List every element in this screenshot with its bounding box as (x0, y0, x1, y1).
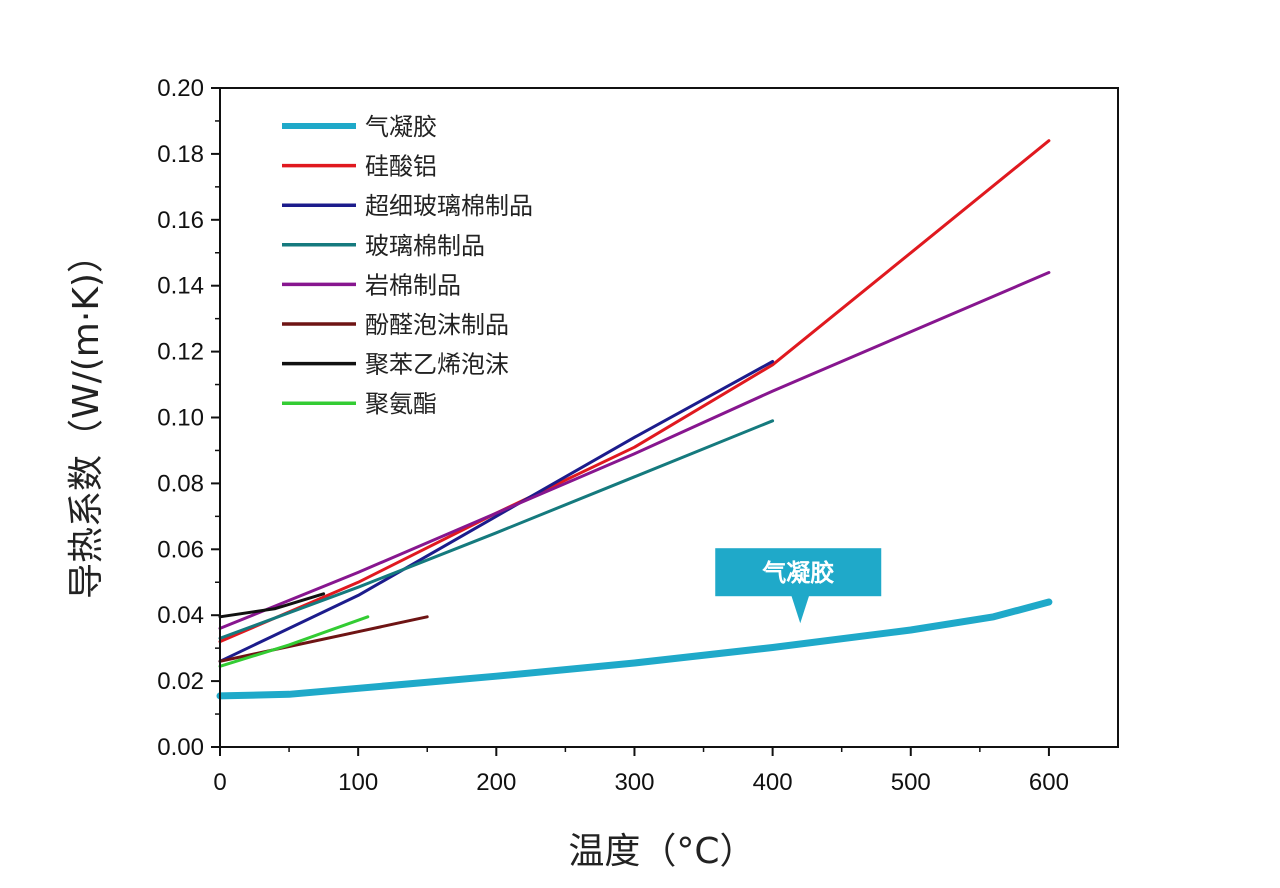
y-axis-title: 导热系数（W/(m·K)） (66, 237, 107, 599)
series-7-legend-label: 聚苯乙烯泡沫 (365, 351, 509, 379)
x-tick-label: 300 (614, 769, 654, 796)
y-tick-label: 0.00 (157, 734, 204, 761)
x-tick-label: 100 (338, 769, 378, 796)
y-tick-label: 0.10 (157, 405, 204, 432)
y-tick-label: 0.06 (157, 536, 204, 563)
series-4-legend-label: 玻璃棉制品 (365, 232, 485, 260)
y-tick-label: 0.18 (157, 141, 204, 168)
callout-box (715, 548, 882, 597)
x-tick-label: 200 (476, 769, 516, 796)
series-7-line (218, 592, 326, 619)
callout-pointer (791, 595, 810, 624)
series-2-line (218, 139, 1051, 644)
series-3-legend-label: 超细玻璃棉制品 (365, 192, 533, 220)
series-8-legend-label: 聚氨酯 (365, 390, 437, 418)
series-1-legend-label: 气凝胶 (365, 113, 437, 141)
callout: 气凝胶 (715, 548, 882, 624)
series-6-line (218, 615, 429, 663)
x-tick-label: 600 (1029, 769, 1069, 796)
series-1-line (216, 598, 1053, 700)
y-tick-label: 0.16 (157, 207, 204, 234)
y-tick-label: 0.20 (157, 75, 204, 102)
x-tick-label: 500 (891, 769, 931, 796)
y-tick-label: 0.08 (157, 470, 204, 497)
axis-ticks: 0.00 0.02 0.04 0.06 0.08 0.10 0.12 0.14 0.16 0.18… (157, 75, 1069, 796)
y-tick-label: 0.04 (157, 602, 204, 629)
x-tick-label: 400 (753, 769, 793, 796)
series-2-legend-label: 硅酸铝 (365, 153, 437, 181)
series-8-line (218, 615, 370, 668)
x-axis-title: 温度（°C） (568, 831, 755, 872)
series-lines (216, 139, 1053, 700)
x-tick-label: 0 (213, 769, 226, 796)
series-4-line (218, 419, 775, 640)
y-tick-label: 0.12 (157, 339, 204, 366)
series-6-legend-label: 酚醛泡沫制品 (365, 311, 509, 339)
series-3-line (218, 360, 775, 663)
series-5-line (218, 271, 1051, 630)
y-tick-label: 0.02 (157, 668, 204, 695)
callout-label: 气凝胶 (761, 559, 834, 587)
series-5-legend-label: 岩棉制品 (365, 271, 461, 299)
y-tick-label: 0.14 (157, 273, 204, 300)
